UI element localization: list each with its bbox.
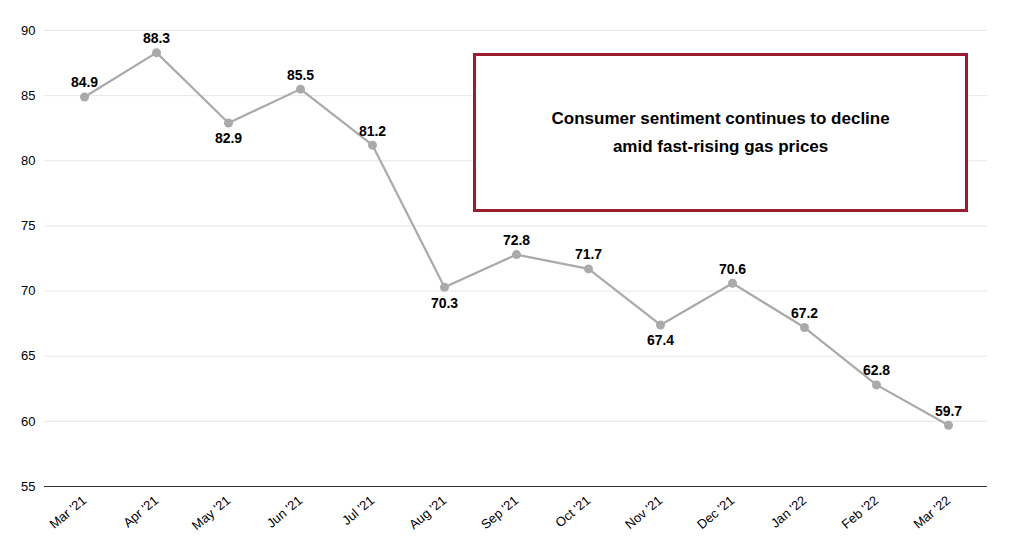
svg-text:88.3: 88.3 xyxy=(143,30,170,46)
svg-text:70.3: 70.3 xyxy=(431,295,458,311)
svg-text:Jun '21: Jun '21 xyxy=(264,493,305,531)
svg-text:Mar '21: Mar '21 xyxy=(47,493,90,532)
svg-text:70.6: 70.6 xyxy=(719,261,746,277)
svg-text:Nov '21: Nov '21 xyxy=(622,493,665,533)
svg-text:Jul '21: Jul '21 xyxy=(339,493,377,528)
svg-text:80: 80 xyxy=(21,153,35,168)
svg-text:75: 75 xyxy=(21,218,35,233)
svg-text:Apr '21: Apr '21 xyxy=(120,493,161,531)
svg-text:59.7: 59.7 xyxy=(935,403,962,419)
svg-text:67.4: 67.4 xyxy=(647,332,674,348)
svg-text:Aug '21: Aug '21 xyxy=(406,493,449,533)
html-text:Consumer sentiment continues t: Consumer sentiment continues to decline … xyxy=(551,109,890,156)
svg-text:Dec '21: Dec '21 xyxy=(694,493,737,533)
svg-text:Sep '21: Sep '21 xyxy=(478,493,521,533)
svg-text:72.8: 72.8 xyxy=(503,232,530,248)
svg-text:85: 85 xyxy=(21,88,35,103)
svg-text:82.9: 82.9 xyxy=(215,130,242,146)
svg-text:81.2: 81.2 xyxy=(359,123,386,139)
svg-text:71.7: 71.7 xyxy=(575,246,602,262)
svg-text:May '21: May '21 xyxy=(189,493,233,533)
svg-text:Feb '22: Feb '22 xyxy=(839,493,882,532)
svg-text:Jan '22: Jan '22 xyxy=(768,493,809,531)
svg-text:65: 65 xyxy=(21,348,35,363)
svg-text:55: 55 xyxy=(21,479,35,494)
svg-text:62.8: 62.8 xyxy=(863,362,890,378)
svg-text:60: 60 xyxy=(21,414,35,429)
svg-text:Oct '21: Oct '21 xyxy=(552,493,593,531)
svg-text:70: 70 xyxy=(21,283,35,298)
svg-text:85.5: 85.5 xyxy=(287,67,314,83)
svg-text:67.2: 67.2 xyxy=(791,305,818,321)
svg-text:84.9: 84.9 xyxy=(71,74,98,90)
svg-text:90: 90 xyxy=(21,23,35,38)
svg-text:Mar '22: Mar '22 xyxy=(911,493,954,532)
